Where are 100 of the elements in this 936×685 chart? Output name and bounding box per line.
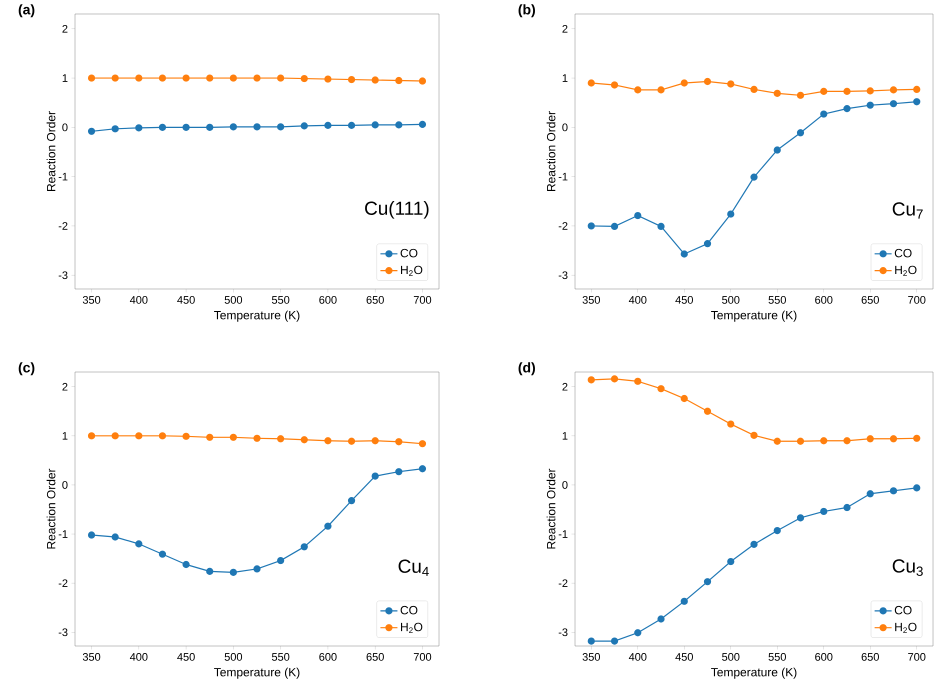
x-tick-label: 600 <box>815 653 832 661</box>
x-tick-label: 550 <box>272 653 290 661</box>
point <box>913 484 920 492</box>
point <box>727 420 734 428</box>
y-tick-label: 1 <box>562 432 568 440</box>
point <box>182 74 190 82</box>
point <box>796 514 804 522</box>
point <box>866 435 874 442</box>
x-tick-label: 450 <box>675 653 693 661</box>
chart-title: (b) <box>518 4 535 18</box>
point <box>135 540 142 548</box>
x-tick-label: 400 <box>628 296 646 304</box>
y-tick-label: -1 <box>558 530 568 538</box>
point <box>395 468 402 476</box>
y-axis-title: Reaction Order <box>46 468 56 549</box>
point <box>158 550 166 558</box>
point <box>324 122 332 129</box>
point <box>372 76 379 84</box>
point <box>372 437 379 444</box>
point <box>750 174 758 181</box>
point <box>796 92 804 99</box>
point <box>135 74 142 82</box>
point <box>890 86 898 94</box>
point <box>750 432 758 439</box>
point <box>610 375 618 382</box>
point <box>158 74 166 82</box>
point <box>300 543 308 550</box>
point <box>206 74 214 82</box>
x-tick-label: 650 <box>862 296 879 304</box>
point <box>727 210 734 218</box>
x-tick-label: 700 <box>908 296 926 304</box>
point <box>866 490 874 498</box>
legend-label: H$_{2}$O <box>401 266 422 276</box>
point <box>112 125 119 132</box>
point <box>135 432 142 440</box>
point <box>890 100 898 108</box>
point <box>588 222 595 230</box>
point <box>890 435 898 442</box>
point <box>348 438 356 445</box>
point <box>277 556 284 564</box>
point <box>634 86 642 94</box>
legend-label: CO <box>894 248 912 258</box>
point <box>727 80 734 88</box>
x-tick-label: 500 <box>224 653 242 661</box>
point <box>727 558 734 566</box>
y-tick-label: -1 <box>58 172 68 180</box>
point <box>253 565 261 573</box>
legend-label: H$_{2}$O <box>895 266 916 276</box>
point <box>588 637 595 645</box>
point <box>820 110 828 118</box>
point <box>913 98 920 106</box>
point <box>657 385 665 392</box>
y-tick-label: 1 <box>62 432 68 440</box>
x-axis-title: Temperature (K) <box>214 668 300 679</box>
point <box>88 432 96 440</box>
point <box>230 123 237 130</box>
point <box>680 394 688 402</box>
point <box>277 74 284 82</box>
x-tick-label: 650 <box>862 653 879 661</box>
point <box>300 436 308 444</box>
point <box>843 504 851 512</box>
x-tick-label: 550 <box>768 296 786 304</box>
y-tick-label: -2 <box>558 222 568 230</box>
point <box>866 102 874 109</box>
annotation: Cu(111) <box>365 201 429 219</box>
point <box>372 472 379 480</box>
y-tick-label: 0 <box>562 123 568 132</box>
y-tick-label: -3 <box>558 628 568 636</box>
point <box>750 86 758 93</box>
point <box>88 531 96 539</box>
y-tick-label: -2 <box>58 222 68 230</box>
x-axis-title: Temperature (K) <box>214 310 300 322</box>
point <box>182 124 190 131</box>
y-tick-label: 2 <box>562 382 568 391</box>
point <box>774 527 781 534</box>
point <box>112 432 119 440</box>
point <box>395 76 402 84</box>
y-tick-label: -3 <box>558 271 568 280</box>
point <box>372 121 379 128</box>
point <box>253 123 261 130</box>
point <box>610 637 618 645</box>
y-tick-label: -2 <box>558 579 568 587</box>
y-axis-title: Reaction Order <box>46 111 56 192</box>
point <box>774 146 781 154</box>
point <box>135 124 142 132</box>
point <box>657 222 665 230</box>
point <box>796 129 804 136</box>
x-tick-label: 500 <box>722 653 740 661</box>
point <box>610 81 618 89</box>
point <box>634 378 642 385</box>
x-tick-label: 650 <box>366 296 384 304</box>
point <box>820 88 828 95</box>
point <box>112 533 119 541</box>
y-tick-label: -1 <box>558 172 568 180</box>
x-tick-label: 700 <box>908 653 926 661</box>
point <box>277 435 284 442</box>
point <box>610 222 618 230</box>
annotation: Cu$_{3}$ <box>892 559 923 576</box>
point <box>657 615 665 623</box>
y-tick-label: -3 <box>58 628 68 636</box>
